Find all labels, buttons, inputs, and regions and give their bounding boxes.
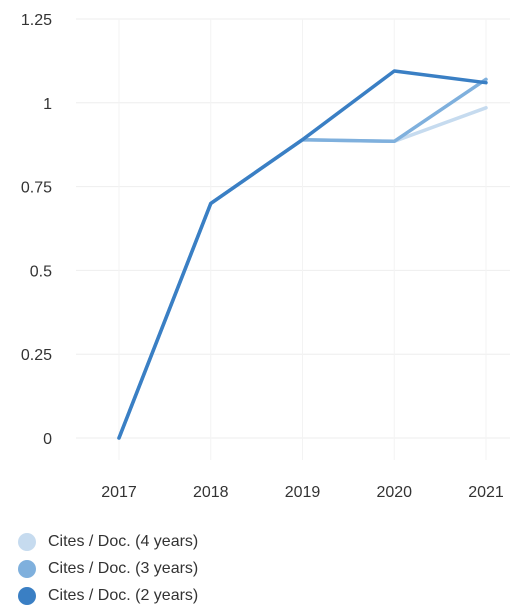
legend-label-3-years: Cites / Doc. (3 years) [48, 559, 199, 577]
x-tick-label: 2017 [101, 484, 137, 501]
x-tick-label: 2019 [285, 484, 321, 501]
legend-label-2-years: Cites / Doc. (2 years) [48, 586, 199, 604]
series-lines [117, 69, 488, 440]
series-line-2[interactable] [117, 69, 488, 440]
y-tick-label: 0.25 [21, 347, 52, 364]
x-tick-label: 2020 [376, 484, 412, 501]
legend-swatch-4-years [18, 532, 36, 551]
legend-swatch-3-years [18, 559, 36, 578]
x-tick-label: 2021 [468, 484, 504, 501]
x-tick-label: 2018 [193, 484, 229, 501]
chart-canvas: 0 0.25 0.5 0.75 1 1.25 2017 2018 2019 2020 2021 [21, 12, 510, 501]
legend-item-4-years[interactable]: Cites / Doc. (4 years) [18, 528, 198, 555]
y-tick-label: 1.25 [21, 12, 52, 29]
legend-label-4-years: Cites / Doc. (4 years) [48, 532, 199, 550]
grid-lines [76, 18, 510, 460]
legend-item-3-years[interactable]: Cites / Doc. (3 years) [18, 555, 198, 582]
y-axis-ticks: 0 0.25 0.5 0.75 1 1.25 [21, 12, 52, 448]
legend-swatch-2-years [18, 586, 36, 605]
y-tick-label: 0.75 [21, 180, 52, 197]
y-tick-label: 1 [43, 96, 52, 113]
x-axis-ticks: 2017 2018 2019 2020 2021 [101, 484, 504, 501]
y-tick-label: 0.5 [30, 263, 52, 280]
chart-legend: Cites / Doc. (4 years) Cites / Doc. (3 y… [18, 528, 198, 609]
y-tick-label: 0 [43, 431, 52, 448]
legend-item-2-years[interactable]: Cites / Doc. (2 years) [18, 582, 198, 609]
line-chart: 0 0.25 0.5 0.75 1 1.25 2017 2018 2019 2020 2021 [21, 12, 510, 501]
